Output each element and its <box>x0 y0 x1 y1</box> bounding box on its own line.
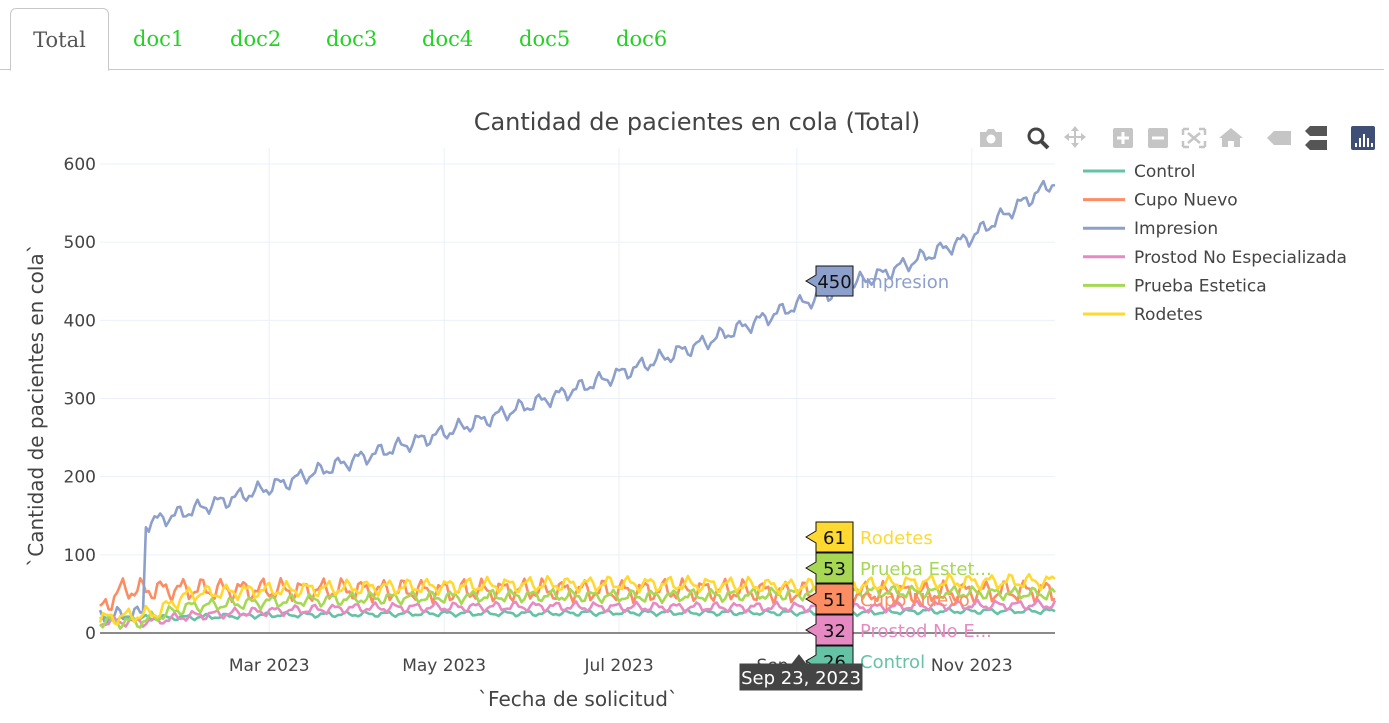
hover-series-label: Control <box>860 652 925 673</box>
pan-icon[interactable] <box>1064 126 1086 148</box>
y-tick-label: 400 <box>64 311 96 331</box>
series-line-prueba-estetica <box>99 584 1056 630</box>
legend-label: Prostod No Especializada <box>1134 248 1347 268</box>
tab-doc1[interactable]: doc1 <box>133 27 185 51</box>
tab-bar: Total doc1 doc2 doc3 doc4 doc5 doc6 <box>0 0 1384 71</box>
legend: Control Cupo Nuevo Impresion Prostod No Esp… <box>1083 162 1347 325</box>
series-line-control <box>99 606 1056 623</box>
hover-series-label: Cupo Nuevo <box>860 590 970 611</box>
legend-label: Impresion <box>1134 219 1218 239</box>
hover-value: 32 <box>823 621 846 642</box>
tab-doc5[interactable]: doc5 <box>519 27 571 51</box>
hover-x-label: Sep 23, 2023 <box>741 668 861 689</box>
legend-label: Prueba Estetica <box>1134 276 1267 296</box>
y-tick-label: 0 <box>85 624 96 644</box>
y-tick-label: 600 <box>64 155 96 175</box>
zoom-in-glyph <box>1117 132 1129 144</box>
y-tick-label: 100 <box>64 546 96 566</box>
hover-x-box <box>739 654 863 691</box>
y-tick-label: 500 <box>64 233 96 253</box>
x-tick-label: Mar 2023 <box>229 656 310 676</box>
tab-doc4[interactable]: doc4 <box>422 27 474 51</box>
hover-series-label: Prostod No E... <box>860 621 992 642</box>
tab-doc6[interactable]: doc6 <box>616 27 668 51</box>
spike-lines-icon[interactable] <box>1267 131 1291 145</box>
tab-doc3[interactable]: doc3 <box>326 27 378 51</box>
grid <box>100 148 1055 633</box>
series-line-rodetes <box>98 572 1056 626</box>
camera-lens <box>986 134 996 144</box>
y-tick-label: 300 <box>64 390 96 410</box>
x-tick-label: Nov 2023 <box>931 656 1013 676</box>
tab-total[interactable]: Total <box>10 8 109 71</box>
hover-box <box>805 614 854 646</box>
legend-label: Cupo Nuevo <box>1134 191 1238 211</box>
chart-title: Cantidad de pacientes en cola (Total) <box>474 108 921 136</box>
hover-series-label: Rodetes <box>860 528 933 549</box>
modebar <box>980 126 1375 150</box>
tab-doc2[interactable]: doc2 <box>230 27 282 51</box>
y-tick-label: 200 <box>64 468 96 488</box>
compare-data-icon[interactable] <box>1305 126 1327 150</box>
hover-value: 450 <box>817 272 851 293</box>
reset-axes-icon[interactable] <box>1219 128 1243 147</box>
x-axis-title: `Fecha de solicitud` <box>478 687 678 711</box>
hover-series-label: Impresion <box>860 272 949 293</box>
zoom-handle <box>1039 139 1050 150</box>
hover-box <box>805 521 854 553</box>
hover-value: 53 <box>823 559 846 580</box>
zoom-icon[interactable] <box>1027 127 1045 145</box>
hover-value: 51 <box>823 590 846 611</box>
series-line-prostod-no-especializada <box>99 598 1057 628</box>
x-tick-label: May 2023 <box>402 656 486 676</box>
legend-label: Rodetes <box>1134 305 1203 325</box>
hover-box <box>805 265 854 297</box>
hover-value: 61 <box>823 528 846 549</box>
hover-box <box>805 583 854 615</box>
hover-box <box>805 552 854 584</box>
hover-series-label: Prueba Estet... <box>860 559 992 580</box>
plotly-logo-glyph <box>1355 134 1373 147</box>
series-line-impresion <box>98 179 1056 627</box>
legend-label: Control <box>1134 162 1195 182</box>
hover-labels: 450 Impresion 61 Rodetes 53 Prueba Estet... 51… <box>739 265 992 691</box>
y-axis-title: `Cantidad de pacientes en cola` <box>24 243 48 566</box>
x-tick-label: Jul 2023 <box>583 656 653 676</box>
series-lines <box>98 179 1057 630</box>
autoscale-icon[interactable] <box>1181 127 1207 149</box>
